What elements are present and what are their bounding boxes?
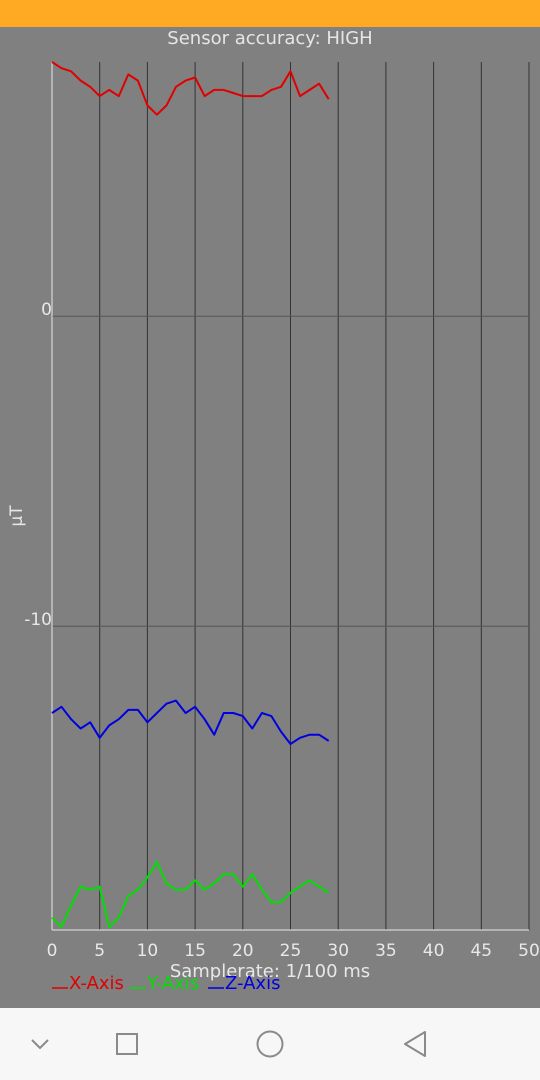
status-bar xyxy=(0,0,540,27)
navigation-bar xyxy=(0,1008,540,1080)
series-line-y-axis xyxy=(51,860,330,928)
x-tick-label: 5 xyxy=(94,941,105,961)
x-tick-label: 35 xyxy=(375,941,397,961)
x-tick-label: 40 xyxy=(423,941,445,961)
legend-label: Z-Axis xyxy=(225,973,280,994)
circle-icon xyxy=(256,1030,284,1058)
home-button[interactable] xyxy=(230,1008,310,1080)
x-tick-label: 10 xyxy=(137,941,159,961)
x-tick-label: 25 xyxy=(280,941,302,961)
back-button[interactable] xyxy=(375,1008,455,1080)
x-tick-label: 15 xyxy=(184,941,206,961)
x-tick-label: 20 xyxy=(232,941,254,961)
x-axis-label: Samplerate: 1/100 ms xyxy=(170,961,370,982)
x-tick-label: 45 xyxy=(470,941,492,961)
y-tick-label: -10 xyxy=(24,610,52,630)
square-icon xyxy=(116,1033,138,1055)
triangle-back-icon xyxy=(404,1031,426,1057)
x-tick-label: 0 xyxy=(47,941,58,961)
recent-apps-button[interactable] xyxy=(87,1008,167,1080)
series-line-x-axis xyxy=(51,61,330,116)
magnetometer-chart: 0 5 10 15 20 25 30 35 40 45 50 0 -10 μT Samplerate: 1/… xyxy=(7,61,540,994)
y-tick-label: 0 xyxy=(41,300,52,320)
collapse-button[interactable] xyxy=(0,1008,80,1080)
sensor-accuracy-label: Sensor accuracy: HIGH xyxy=(167,28,373,49)
legend-label: X-Axis xyxy=(69,973,124,994)
chevron-down-icon xyxy=(31,1039,49,1050)
y-axis-label: μT xyxy=(7,505,27,527)
legend-label: Y-Axis xyxy=(146,973,199,994)
x-tick-label: 50 xyxy=(518,941,540,961)
series-line-z-axis xyxy=(51,699,330,745)
x-tick-label: 30 xyxy=(327,941,349,961)
